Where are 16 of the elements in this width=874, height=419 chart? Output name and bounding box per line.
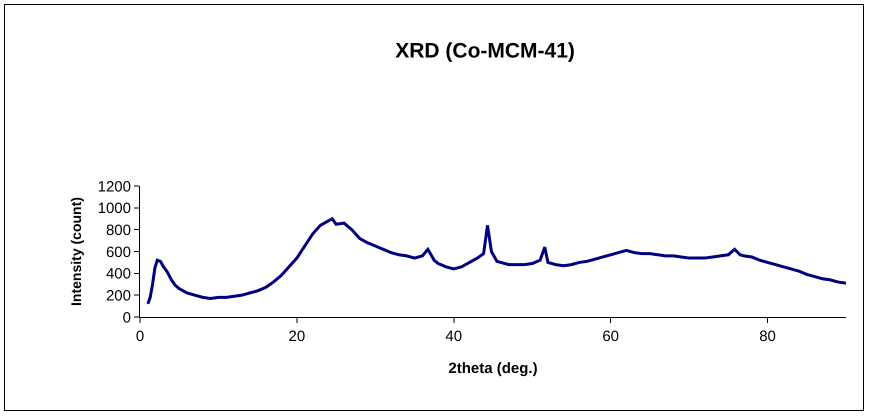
x-tick-label: 20 <box>288 328 306 345</box>
y-tick-label: 400 <box>106 266 131 283</box>
y-tick-label: 200 <box>106 287 131 304</box>
y-tick-label: 1200 <box>98 178 131 196</box>
chart-title: XRD (Co-MCM-41) <box>395 40 575 63</box>
y-tick-label: 0 <box>122 309 131 326</box>
y-axis-title: Intensity (count) <box>68 197 84 306</box>
y-tick-label: 600 <box>106 244 131 261</box>
x-tick-label: 80 <box>759 328 776 345</box>
x-axis-title: 2theta (deg.) <box>448 360 538 377</box>
y-tick-label: 800 <box>106 222 131 239</box>
x-tick-label: 40 <box>445 328 462 345</box>
x-tick-label: 60 <box>602 328 620 345</box>
line-series <box>146 217 846 306</box>
y-tick-label: 1000 <box>98 200 131 218</box>
x-tick-label: 0 <box>136 328 144 345</box>
